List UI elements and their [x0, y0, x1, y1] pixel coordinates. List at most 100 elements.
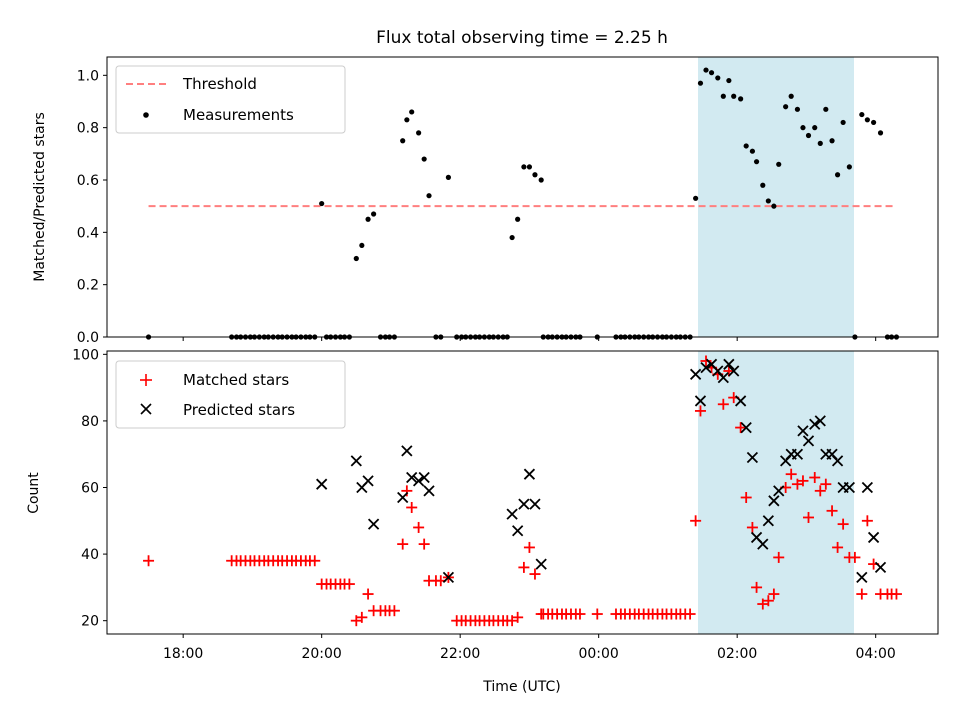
- measurement-point: [365, 216, 371, 222]
- predicted-star-point: [735, 395, 747, 407]
- bottom-x-tick-label: 18:00: [163, 646, 203, 662]
- top-y-tick-label: 0.0: [77, 330, 99, 346]
- matched-star-point: [700, 355, 712, 367]
- measurement-point: [834, 172, 841, 178]
- predicted-star-point: [412, 475, 425, 487]
- measurement-point: [697, 80, 704, 86]
- predicted-star-point: [728, 365, 740, 377]
- predicted-star-point: [746, 451, 759, 464]
- predicted-star-point: [418, 471, 430, 484]
- matched-star-point: [735, 422, 747, 434]
- legend-measurements-label: Measurements: [183, 106, 294, 124]
- measurement-point: [776, 161, 782, 167]
- matched-star-point: [684, 608, 696, 620]
- predicted-star-point: [518, 498, 530, 510]
- measurement-point: [840, 119, 846, 126]
- chart-title: Flux total observing time = 2.25 h: [376, 28, 668, 48]
- matched-star-point: [849, 551, 861, 563]
- bottom-x-tick-label: 00:00: [578, 646, 618, 662]
- matched-star-point: [350, 615, 362, 627]
- bottom-y-tick-label: 20: [81, 614, 99, 630]
- bottom-x-ticks: 18:00 20:00 22:00 00:00 02:00 04:00: [163, 634, 896, 662]
- predicted-star-points: [316, 358, 887, 584]
- bottom-y-tick-label: 40: [81, 547, 99, 563]
- predicted-star-point: [406, 471, 418, 484]
- predicted-star-point: [768, 495, 780, 507]
- matched-star-point: [814, 485, 826, 497]
- matched-star-point: [518, 561, 530, 573]
- measurement-point: [812, 125, 818, 131]
- top-y-tick-label: 0.6: [77, 173, 99, 189]
- top-y-axis-label: Matched/Predicted stars: [32, 112, 48, 282]
- matched-star-point: [746, 521, 758, 533]
- predicted-star-point: [856, 571, 868, 584]
- predicted-star-point: [757, 538, 769, 550]
- measurement-point: [731, 93, 737, 99]
- predicted-star-point: [797, 425, 809, 437]
- measurement-point: [521, 164, 527, 170]
- matched-star-point: [751, 581, 763, 593]
- bottom-y-tick-label: 80: [81, 414, 99, 430]
- predicted-star-point: [809, 418, 821, 430]
- measurement-point: [805, 132, 812, 139]
- matched-star-point: [506, 615, 518, 627]
- matched-star-point: [143, 555, 155, 567]
- matched-star-point: [837, 518, 849, 530]
- matched-star-point: [397, 538, 409, 550]
- measurement-point: [703, 67, 709, 73]
- matched-star-point: [785, 468, 797, 480]
- top-y-ticks: 0.0 0.2 0.4 0.6 0.8 1.0: [77, 68, 107, 346]
- matched-star-point: [406, 501, 418, 513]
- bottom-panel: 20 40 60 80 100 18:00 20:00 22:00 00:00 02:00 04:…: [26, 347, 939, 695]
- measurement-point: [870, 119, 877, 126]
- measurement-point: [794, 106, 801, 112]
- measurement-point: [353, 255, 359, 262]
- measurement-point: [753, 159, 760, 165]
- bottom-y-axis-label: Count: [26, 472, 42, 514]
- predicted-star-point: [831, 455, 844, 467]
- predicted-star-point: [529, 498, 541, 510]
- predicted-star-point: [843, 481, 855, 494]
- measurement-point: [823, 106, 829, 112]
- measurement-point: [526, 164, 533, 170]
- measurement-point: [319, 200, 325, 207]
- measurement-point: [864, 117, 870, 123]
- measurement-point: [416, 130, 422, 136]
- measurement-point: [426, 193, 432, 199]
- measurement-point: [708, 70, 715, 76]
- matched-star-point: [762, 595, 774, 607]
- measurement-point: [771, 203, 777, 209]
- matched-star-point: [717, 398, 729, 410]
- predicted-star-point: [717, 371, 729, 384]
- matched-star-point: [523, 541, 535, 553]
- bottom-x-tick-label: 20:00: [301, 646, 341, 662]
- matched-star-point: [574, 608, 586, 620]
- bottom-x-tick-label: 22:00: [440, 646, 480, 662]
- top-legend-box: [115, 65, 346, 134]
- legend-measurements-swatch: [143, 112, 149, 118]
- predicted-star-point: [700, 362, 712, 374]
- top-y-tick-label: 0.8: [77, 121, 99, 137]
- predicted-star-point: [442, 571, 455, 584]
- predicted-star-point: [397, 491, 409, 504]
- predicted-star-point: [316, 478, 328, 490]
- matched-star-point: [690, 515, 702, 527]
- measurement-point: [359, 242, 365, 249]
- bottom-y-ticks: 20 40 60 80 100: [72, 347, 107, 630]
- legend-predicted-swatch: [140, 403, 152, 415]
- matched-star-point: [791, 478, 803, 490]
- matched-star-point: [820, 478, 832, 490]
- matched-star-point: [773, 551, 785, 563]
- predicted-star-point: [689, 368, 702, 380]
- top-axes-frame: [106, 56, 939, 338]
- matched-star-point: [362, 588, 374, 600]
- matched-star-point: [861, 515, 873, 527]
- matched-star-point: [529, 568, 541, 580]
- matched-star-point: [803, 511, 815, 523]
- bottom-x-tick-label: 02:00: [717, 646, 757, 662]
- matched-star-point: [856, 588, 868, 600]
- matched-star-point: [413, 521, 425, 533]
- predicted-star-point: [506, 508, 518, 520]
- measurement-point: [693, 195, 699, 201]
